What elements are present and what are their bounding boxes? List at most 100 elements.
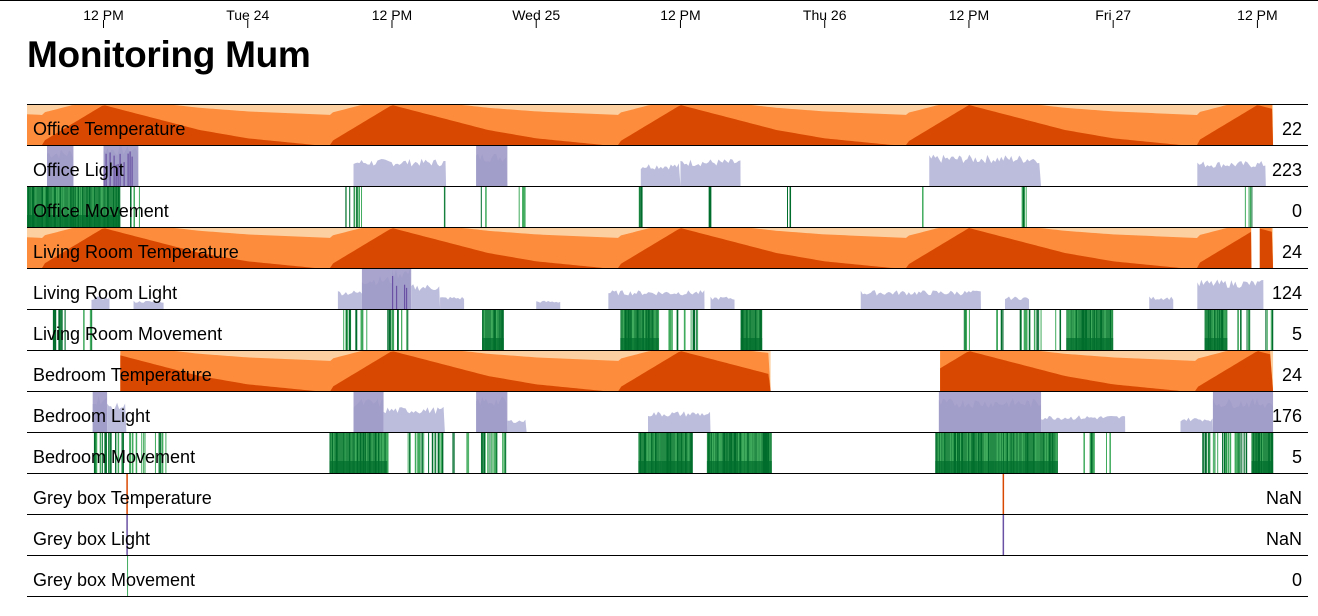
movement-event-mark: [741, 310, 743, 350]
movement-event-mark: [708, 187, 711, 227]
movement-event-mark: [645, 433, 647, 473]
movement-event-mark: [1109, 433, 1111, 473]
movement-event-mark: [1081, 310, 1084, 350]
movement-event-mark: [419, 433, 421, 473]
movement-event-mark: [1268, 433, 1270, 473]
movement-event-mark: [750, 433, 753, 473]
movement-event-mark: [359, 433, 362, 473]
movement-event-mark: [961, 433, 963, 473]
movement-event-mark: [1048, 433, 1051, 473]
horizon-plot: [27, 105, 1274, 145]
movement-event-mark: [952, 433, 955, 473]
movement-event-mark: [685, 433, 687, 473]
movement-event-mark: [78, 187, 80, 227]
movement-event-mark: [358, 433, 360, 473]
movement-event-mark: [1265, 310, 1267, 350]
movement-event-mark: [1059, 310, 1061, 350]
movement-event-mark: [1090, 433, 1093, 473]
movement-event-mark: [1019, 310, 1021, 350]
movement-event-mark: [101, 187, 103, 227]
movement-event-mark: [86, 187, 88, 227]
movement-band-dark: [638, 461, 662, 473]
movement-event-mark: [1109, 310, 1112, 350]
movement-event-mark: [1104, 310, 1106, 350]
light-area: [608, 290, 705, 309]
movement-event-mark: [726, 433, 728, 473]
movement-event-mark: [522, 187, 524, 227]
series-current-value: 0: [1291, 570, 1302, 590]
movement-event-mark: [1210, 310, 1212, 350]
movement-event-mark: [1227, 433, 1229, 473]
movement-event-mark: [53, 187, 55, 227]
movement-event-mark: [441, 433, 443, 473]
movement-event-mark: [1025, 433, 1027, 473]
movement-event-mark: [951, 433, 953, 473]
movement-event-mark: [966, 433, 968, 473]
movement-event-mark: [484, 433, 486, 473]
movement-event-mark: [749, 310, 751, 350]
movement-event-mark: [421, 433, 423, 473]
movement-event-mark: [1055, 310, 1057, 350]
movement-event-mark: [80, 187, 82, 227]
movement-band-dark: [85, 215, 121, 227]
movement-event-mark: [345, 310, 347, 350]
light-band-high: [353, 392, 384, 432]
movement-event-mark: [939, 433, 942, 473]
movement-band-dark: [661, 461, 693, 473]
movement-event-mark: [737, 433, 739, 473]
movement-event-mark: [53, 187, 55, 227]
movement-event-mark: [1202, 433, 1204, 473]
light-area: [1197, 161, 1266, 186]
movement-event-mark: [983, 433, 986, 473]
movement-event-mark: [1024, 310, 1026, 350]
horizon-plot: [91, 269, 1264, 309]
movement-event-mark: [668, 310, 670, 350]
movement-event-mark: [1217, 433, 1219, 473]
movement-event-mark: [382, 433, 385, 473]
movement-event-mark: [733, 433, 735, 473]
movement-event-mark: [52, 310, 55, 350]
movement-event-mark: [468, 433, 470, 473]
movement-event-mark: [494, 433, 497, 473]
movement-event-mark: [409, 433, 411, 473]
movement-event-mark: [374, 433, 377, 473]
series-label: Living Room Movement: [33, 324, 223, 344]
movement-event-mark: [91, 310, 93, 350]
movement-event-mark: [763, 433, 766, 473]
movement-event-mark: [442, 433, 444, 473]
movement-event-mark: [741, 433, 744, 473]
movement-event-mark: [1072, 310, 1074, 350]
light-area: [1197, 279, 1264, 309]
movement-event-mark: [131, 433, 134, 473]
movement-event-mark: [624, 310, 627, 350]
movement-event-mark: [1076, 310, 1078, 350]
movement-event-mark: [35, 187, 37, 227]
movement-event-mark: [93, 187, 95, 227]
movement-event-mark: [343, 433, 345, 473]
movement-event-mark: [636, 310, 639, 350]
light-band-high: [476, 146, 508, 186]
movement-event-mark: [360, 310, 363, 350]
movement-event-mark: [966, 310, 968, 350]
movement-event-mark: [683, 433, 685, 473]
movement-event-mark: [502, 433, 504, 473]
movement-event-mark: [622, 310, 624, 350]
movement-event-mark: [376, 433, 378, 473]
movement-event-mark: [1010, 433, 1013, 473]
axis-tick-label: Fri 27: [1095, 7, 1131, 23]
axis-tick-label: 12 PM: [83, 7, 123, 23]
movement-event-mark: [718, 433, 721, 473]
light-area: [648, 411, 711, 432]
movement-band-dark: [620, 338, 659, 350]
movement-event-mark: [94, 433, 96, 473]
movement-event-mark: [968, 433, 970, 473]
movement-event-mark: [739, 433, 741, 473]
movement-event-mark: [130, 187, 132, 227]
series-current-value: 24: [1281, 242, 1302, 262]
movement-event-mark: [1021, 187, 1023, 227]
movement-event-mark: [1252, 433, 1254, 473]
movement-event-mark: [1000, 310, 1003, 350]
movement-event-mark: [159, 433, 162, 473]
light-band-high: [47, 146, 74, 186]
movement-event-mark: [658, 310, 660, 350]
